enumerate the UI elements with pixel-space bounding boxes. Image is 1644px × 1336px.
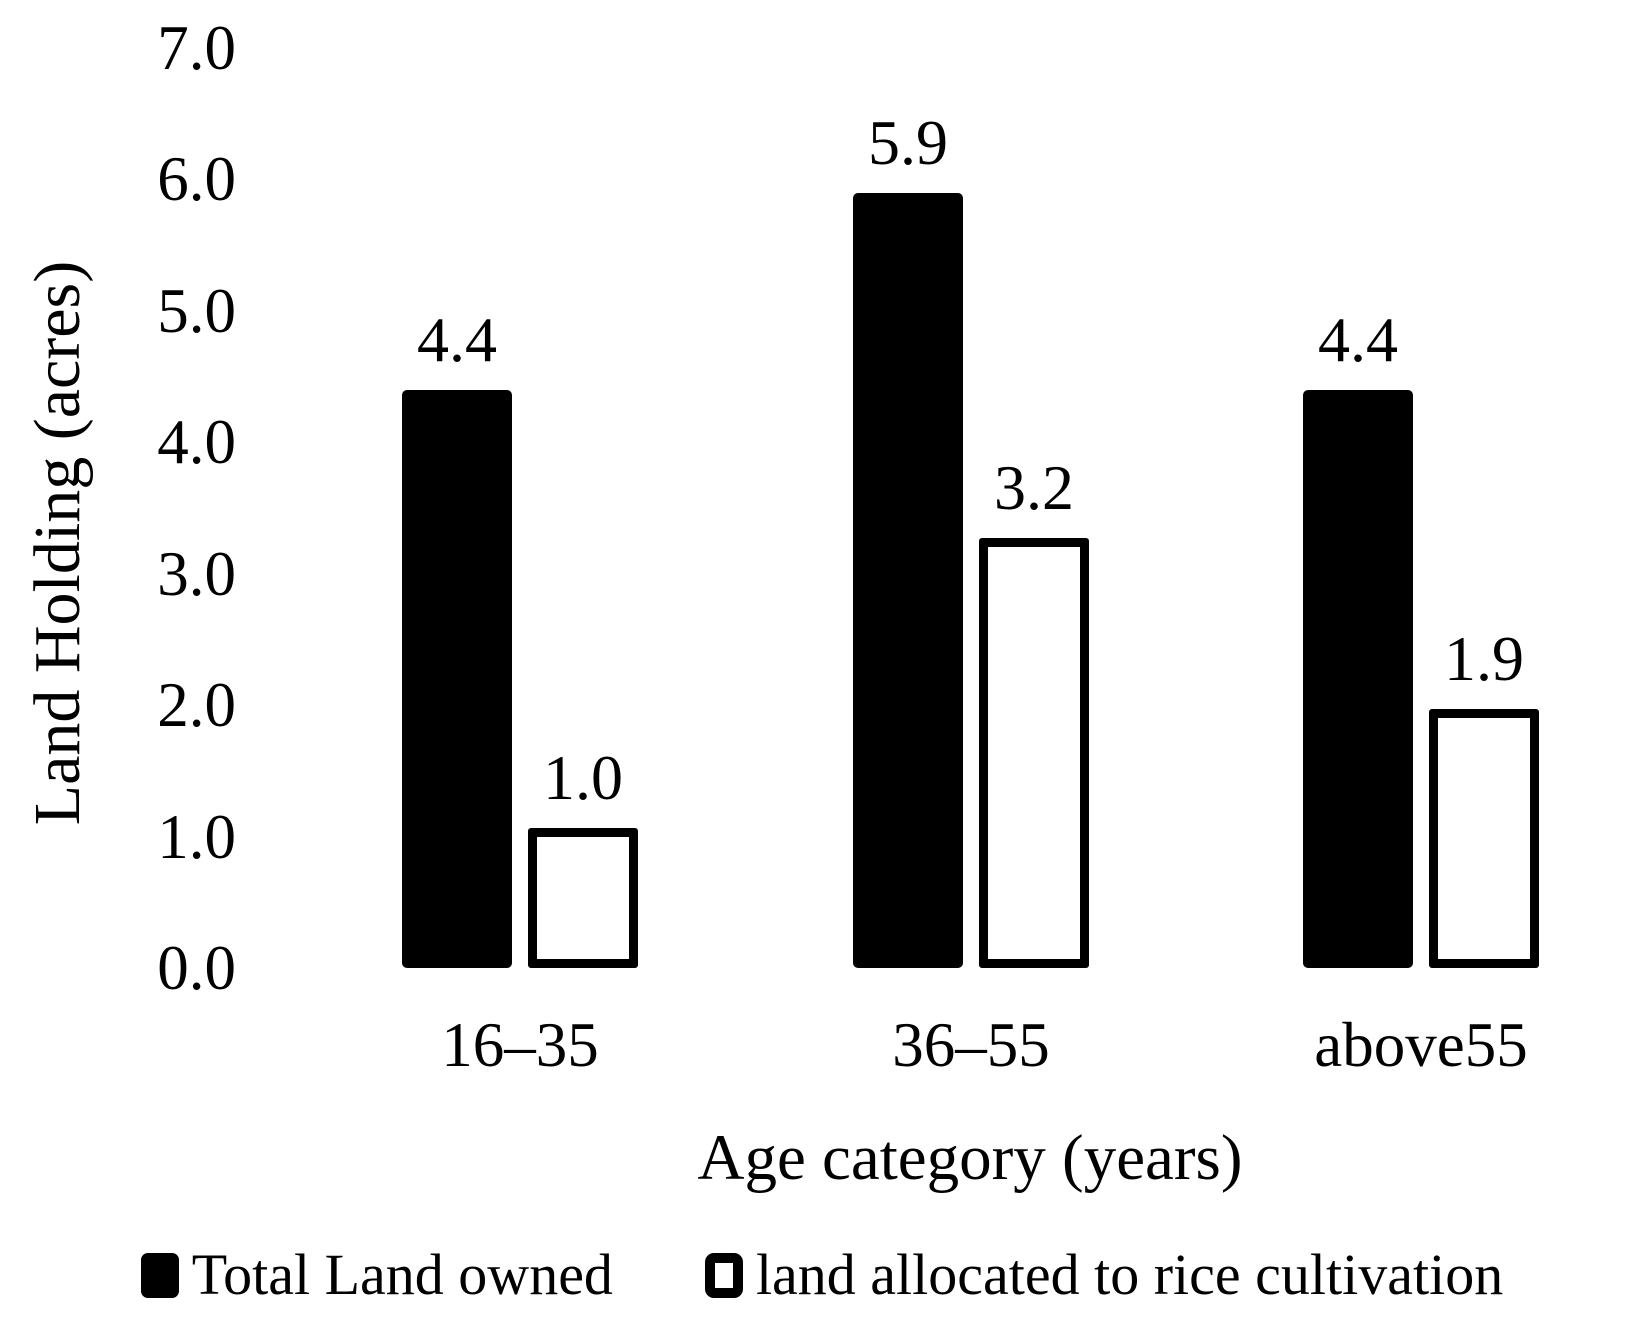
x-tick-label-36-55: 36–55: [892, 1010, 1050, 1080]
legend-item-total-land-owned: Total Land owned: [140, 1242, 613, 1307]
legend: Total Land owned land allocated to rice c…: [0, 1244, 1644, 1306]
y-tick-label-4-0: 4.0: [157, 407, 236, 478]
y-tick-label-7-0: 7.0: [157, 13, 236, 83]
legend-label-total-land-owned: Total Land owned: [191, 1242, 613, 1307]
bar-value-label-land-allocated-to-rice-cultivation-above55: 1.9: [1444, 623, 1524, 694]
x-axis-title: Age category (years): [697, 1122, 1243, 1194]
bar-value-label-total-land-owned-above55: 4.4: [1318, 304, 1398, 375]
bar-value-label-land-allocated-to-rice-cultivation-36-55: 3.2: [994, 452, 1074, 523]
x-tick-label-16-35: 16–35: [441, 1010, 599, 1080]
legend-marker-outlined-icon: [704, 1252, 743, 1298]
bar-land-allocated-to-rice-cultivation-above55: [1429, 709, 1539, 968]
plot-area: 4.4 1.0 5.9 3.2 4.4 1.9: [402, 107, 1539, 968]
y-tick-label-2-0: 2.0: [157, 670, 236, 741]
legend-marker-filled-icon: [140, 1252, 179, 1298]
y-tick-label-6-0: 6.0: [157, 144, 236, 215]
bar-value-label-total-land-owned-16-35: 4.4: [417, 304, 497, 375]
bar-total-land-owned-above55: [1303, 390, 1413, 968]
y-tick-label-1-0: 1.0: [157, 801, 236, 872]
y-tick-label-5-0: 5.0: [157, 275, 236, 346]
legend-item-land-allocated-to-rice-cultivation: land allocated to rice cultivation: [704, 1242, 1504, 1307]
bar-value-label-land-allocated-to-rice-cultivation-16-35: 1.0: [543, 742, 623, 813]
bar-land-allocated-to-rice-cultivation-36-55: [979, 538, 1089, 968]
y-tick-label-0-0: 0.0: [157, 933, 236, 1003]
legend-label-land-allocated-to-rice-cultivation: land allocated to rice cultivation: [755, 1242, 1504, 1307]
y-axis-tick-labels: 0.0 1.0 2.0 3.0 4.0 5.0 6.0 7.0: [0, 0, 236, 1003]
y-tick-label-3-0: 3.0: [157, 538, 236, 609]
bar-total-land-owned-36-55: [853, 193, 963, 968]
x-axis-tick-labels: 16–35 36–55 above55: [0, 1012, 1644, 1082]
x-tick-label-above55: above55: [1314, 1010, 1528, 1080]
bar-land-allocated-to-rice-cultivation-16-35: [528, 828, 638, 968]
bar-total-land-owned-16-35: [402, 390, 512, 968]
bar-value-label-total-land-owned-36-55: 5.9: [868, 107, 948, 178]
